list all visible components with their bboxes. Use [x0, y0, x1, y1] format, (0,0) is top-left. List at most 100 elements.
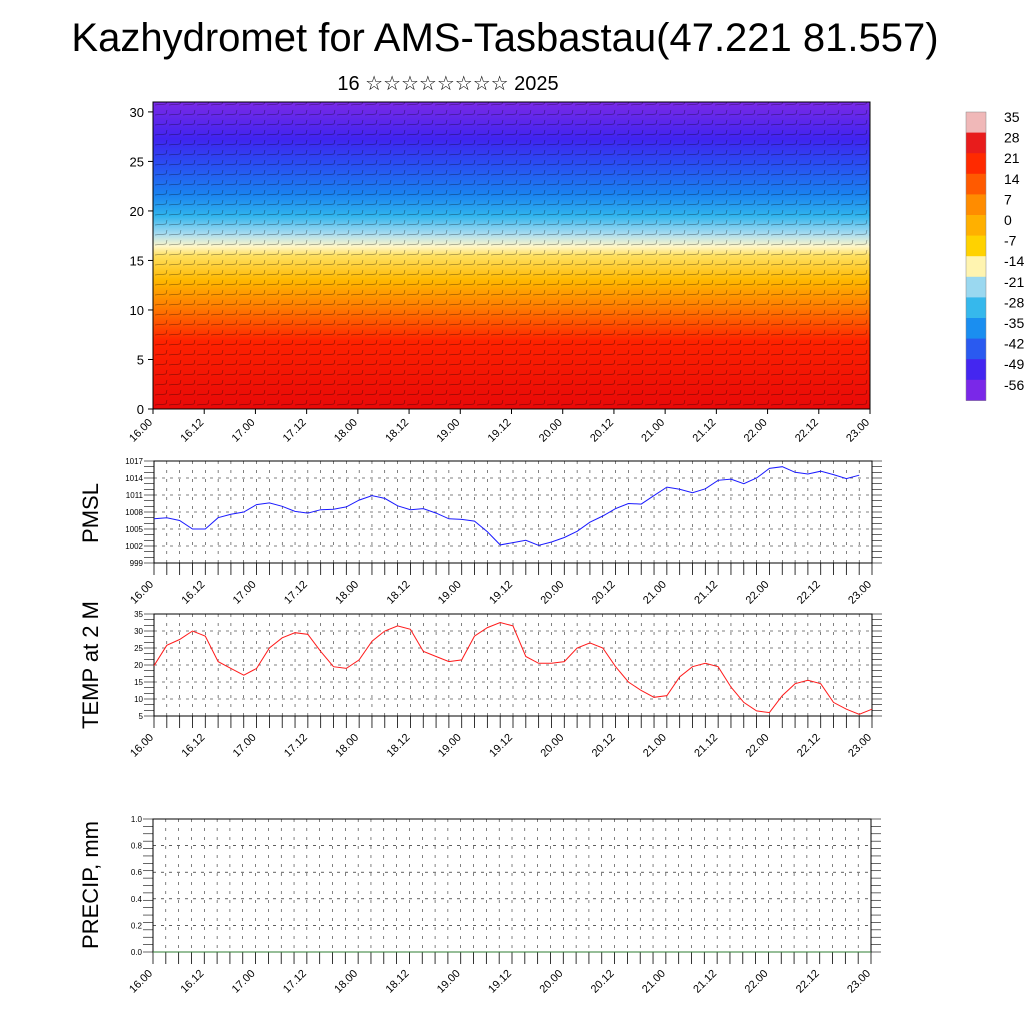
colorbar-swatch: [966, 173, 986, 195]
x-tick-label: 17.12: [282, 579, 310, 607]
x-tick-label: 20.00: [537, 968, 565, 996]
x-tick-label: 20.12: [589, 968, 617, 996]
colorbar-swatch: [966, 194, 986, 216]
precip-panel: 0.0 0.2 0.4 0.6 0.8 1.0 16.00 16.12 17.00 17.12 18…: [78, 815, 881, 996]
x-tick-label: 20.12: [590, 579, 618, 607]
x-tick-label: 23.00: [844, 417, 872, 445]
cross-section-panel: 0 5 10 15 20 25 30 16.00 16.12 17.00 17.12 18.00 18…: [127, 101, 872, 445]
x-tick-label: 23.00: [845, 968, 873, 996]
y-axis-label: TEMP at 2 M: [78, 601, 103, 729]
x-tick-label: 16.12: [178, 417, 206, 445]
x-tick-label: 21.12: [692, 732, 720, 760]
colorbar-swatch: [966, 112, 986, 134]
x-tick-label: 19.12: [487, 732, 515, 760]
x-tick-label: 22.00: [743, 968, 771, 996]
x-tick-label: 20.00: [537, 417, 565, 445]
y-tick-label: 10: [130, 303, 144, 318]
x-tick-label: 18.00: [332, 417, 360, 445]
x-tick-label: 22.00: [744, 579, 772, 607]
colorbar-swatch: [966, 235, 986, 257]
colorbar-swatch: [966, 215, 986, 237]
y-tick-label: 0.0: [131, 948, 143, 957]
colorbar-label: -28: [1004, 294, 1024, 310]
x-tick-label: 21.12: [691, 968, 719, 996]
pmsl-panel: 999 1002 1005 1008 1011 1014 1017 16.00 16.12 17.…: [78, 457, 882, 607]
x-tick-label: 19.00: [434, 417, 462, 445]
y-axis-label: PMSL: [78, 483, 103, 543]
colorbar-swatch: [966, 318, 986, 340]
colorbar-swatch: [966, 338, 986, 360]
y-tick-label: 1014: [125, 474, 143, 483]
x-tick-label: 19.00: [435, 968, 463, 996]
colorbar-swatch: [966, 359, 986, 381]
colorbar-swatch: [966, 256, 986, 278]
wind-barbs-overlay: [153, 102, 870, 409]
x-tick-label: 16.00: [128, 579, 156, 607]
x-tick-label: 23.00: [846, 579, 874, 607]
y-tick-label: 0.6: [131, 868, 143, 877]
chart-title: Kazhydromet for AMS-Tasbastau(47.221 81.…: [71, 16, 939, 60]
x-tick-label: 20.00: [538, 579, 566, 607]
x-tick-label: 21.12: [691, 417, 719, 445]
x-tick-label: 22.12: [795, 732, 823, 760]
series-line: [153, 621, 873, 715]
x-tick-label: 20.12: [588, 417, 616, 445]
colorbar-label: -14: [1004, 253, 1024, 269]
x-tick-label: 16.00: [128, 732, 156, 760]
x-tick-label: 17.12: [281, 417, 309, 445]
x-tick-label: 17.00: [230, 417, 258, 445]
panel-frame: [153, 460, 873, 564]
x-tick-label: 17.12: [281, 968, 309, 996]
x-tick-label: 23.00: [846, 732, 874, 760]
y-tick-label: 20: [134, 661, 143, 670]
x-tick-label: 18.12: [385, 732, 413, 760]
y-tick-label: 30: [134, 627, 143, 636]
x-tick-label: 18.00: [333, 732, 361, 760]
colorbar-label: -49: [1004, 356, 1024, 372]
y-tick-label: 1.0: [131, 815, 143, 824]
x-tick-label: 16.12: [179, 732, 207, 760]
cross-section-y-axis: 0 5 10 15 20 25 30: [130, 105, 153, 417]
colorbar-label: 14: [1004, 171, 1020, 187]
x-tick-label: 19.12: [486, 968, 514, 996]
y-tick-label: 1008: [125, 508, 143, 517]
y-tick-label: 25: [134, 644, 143, 653]
x-tick-label: 21.00: [640, 968, 668, 996]
temp-panel: 5 10 15 20 25 30 35 16.00 16.12 17.00 17.12 18.00 18…: [78, 601, 882, 760]
colorbar-label: 0: [1004, 212, 1012, 228]
colorbar-label: 28: [1004, 130, 1020, 146]
cross-section-x-axis: 16.00 16.12 17.00 17.12 18.00 18.12 19.00 19.12…: [127, 409, 872, 445]
y-tick-label: 1017: [125, 457, 143, 466]
colorbar-frame: [965, 111, 987, 401]
colorbar-label: -56: [1004, 377, 1024, 393]
x-tick-label: 19.12: [487, 579, 515, 607]
y-tick-label: 35: [134, 610, 143, 619]
y-axis-label: PRECIP, mm: [78, 821, 103, 949]
y-tick-label: 25: [130, 154, 144, 169]
y-tick-label: 0.8: [131, 842, 143, 851]
x-tick-label: 20.00: [538, 732, 566, 760]
y-tick-label: 5: [139, 712, 144, 721]
x-tick-label: 20.12: [590, 732, 618, 760]
colorbar-swatch: [966, 153, 986, 175]
chart-subtitle: 16 ☆☆☆☆☆☆☆☆ 2025: [337, 73, 559, 95]
colorbar-label: -7: [1004, 233, 1017, 249]
y-tick-label: 15: [130, 253, 144, 268]
x-tick-label: 18.12: [383, 417, 411, 445]
x-tick-label: 16.00: [127, 968, 155, 996]
x-tick-label: 22.12: [795, 579, 823, 607]
colorbar-label: -21: [1004, 274, 1024, 290]
y-tick-label: 30: [130, 105, 144, 120]
colorbar-label: -42: [1004, 336, 1024, 352]
x-tick-label: 17.12: [282, 732, 310, 760]
x-tick-label: 18.12: [385, 579, 413, 607]
y-tick-label: 999: [130, 559, 144, 568]
x-tick-label: 22.00: [742, 417, 770, 445]
colorbar-swatch: [966, 132, 986, 154]
x-tick-label: 22.12: [794, 968, 822, 996]
x-tick-label: 21.00: [639, 417, 667, 445]
colorbar-swatch: [966, 297, 986, 319]
x-tick-label: 18.00: [332, 968, 360, 996]
x-tick-label: 21.12: [692, 579, 720, 607]
colorbar-label: -35: [1004, 315, 1024, 331]
